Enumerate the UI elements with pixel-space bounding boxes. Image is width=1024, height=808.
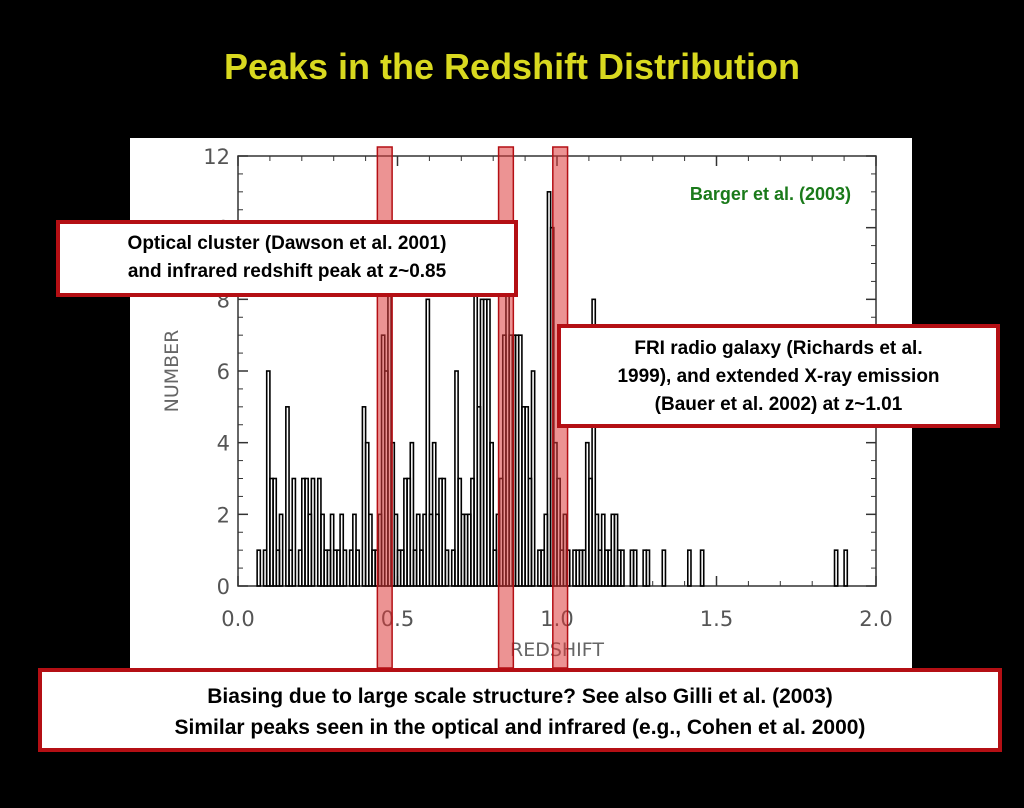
citation-annotation: Barger et al. (2003) (690, 184, 851, 204)
histogram-bin (256, 549, 262, 587)
callout-biasing: Biasing due to large scale structure? Se… (38, 668, 1002, 752)
callout-fri-line-3: (Bauer et al. 2002) at z~1.01 (654, 394, 903, 415)
histogram-bin (699, 549, 705, 587)
y-tick-label: 0 (217, 575, 230, 599)
histogram-bin (661, 549, 667, 587)
histogram-bin (489, 441, 495, 587)
slide-title: Peaks in the Redshift Distribution (223, 46, 801, 87)
histogram-bin (843, 549, 849, 587)
callout-optical-line-1: Optical cluster (Dawson et al. 2001) (127, 233, 447, 254)
callout-optical-cluster: Optical cluster (Dawson et al. 2001) and… (56, 220, 518, 297)
histogram-bin (645, 549, 651, 587)
histogram-bin (291, 477, 297, 587)
histogram-bin (272, 477, 278, 587)
histogram-bin (833, 549, 839, 587)
histogram-bin (530, 370, 536, 587)
histogram-bin (591, 298, 597, 587)
histogram-bin (632, 549, 638, 587)
histogram-bin (355, 549, 361, 587)
x-tick-label: 0.0 (221, 607, 254, 631)
callout-fri-line-2: 1999), and extended X-ray emission (617, 366, 940, 387)
histogram-bin (310, 477, 316, 587)
histogram-bin (278, 513, 284, 587)
x-tick-label: 1.5 (700, 607, 733, 631)
histogram-bin (441, 477, 447, 587)
histogram-bin (619, 549, 625, 587)
y-tick-label: 4 (217, 432, 230, 456)
callout-fri-line-1: FRI radio galaxy (Richards et al. (634, 338, 923, 359)
y-tick-label: 6 (217, 360, 230, 384)
y-tick-label: 2 (217, 503, 230, 527)
x-tick-label: 2.0 (859, 607, 892, 631)
histogram-bin (444, 549, 450, 587)
histogram-bin (409, 441, 415, 587)
callout-biasing-line-2: Similar peaks seen in the optical and in… (174, 716, 866, 739)
histogram-bin (686, 549, 692, 587)
callout-fri-galaxy: FRI radio galaxy (Richards et al. 1999),… (557, 324, 1000, 428)
y-tick-label: 12 (203, 145, 230, 169)
histogram-bin (285, 406, 290, 587)
callout-biasing-line-1: Biasing due to large scale structure? Se… (207, 685, 833, 708)
callout-optical-line-2: and infrared redshift peak at z~0.85 (127, 261, 447, 282)
histogram-bin (342, 549, 348, 587)
y-axis-label: NUMBER (161, 330, 183, 413)
histogram-bin (425, 298, 431, 587)
